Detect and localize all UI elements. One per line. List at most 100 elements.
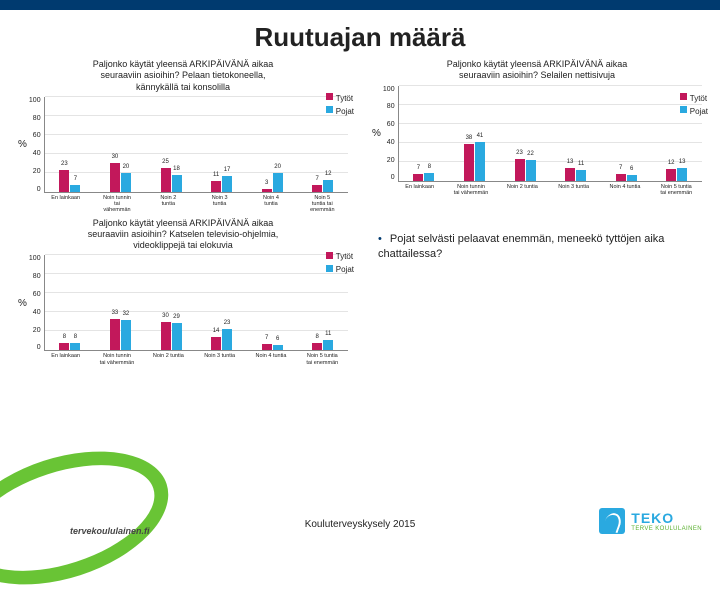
bar-tytot: 3 [262,189,272,192]
x-tick-label: Noin 4 tuntia [245,351,296,366]
y-axis-ticks: 100806040200 [29,97,44,193]
bar-value: 8 [63,334,66,340]
bar-value: 8 [316,334,319,340]
bar-value: 33 [112,310,119,316]
bar-value: 25 [162,159,169,165]
plot-area: 8833323029142376811 [44,255,348,351]
bar-tytot: 14 [211,337,221,350]
x-tick-label: Noin 2 tuntia [143,193,194,214]
bar-tytot: 30 [110,163,120,192]
x-tick-label: Noin 3 tuntia [194,351,245,366]
bar-value: 7 [74,176,77,182]
bar-pojat: 7 [70,185,80,192]
bar-value: 18 [173,166,180,172]
x-tick-label: Noin tunnin tai vähemmän [91,351,142,366]
bar-pojat: 32 [121,320,131,350]
x-tick-label: Noin 5 tuntia tai enemmän [297,351,348,366]
bar-tytot: 33 [110,319,120,350]
bar-tytot: 23 [59,170,69,192]
bar-group: 3841 [449,86,500,181]
y-axis-label: % [18,255,29,351]
legend-swatch [326,265,333,272]
bar-pojat: 41 [475,142,485,181]
legend-swatch [680,106,687,113]
bar-pojat: 12 [323,180,333,191]
chart-gaming: Paljonko käytät yleensä ARKIPÄIVÄNÄ aika… [18,59,348,214]
legend-swatch [326,93,333,100]
bar-tytot: 12 [666,169,676,180]
bar-value: 7 [619,165,622,171]
bar-group: 2322 [500,86,551,181]
x-tick-label: En lainkaan [40,351,91,366]
bar-value: 6 [276,336,279,342]
legend: TytötPojat [680,93,708,119]
page-title: Ruutuajan määrä [0,22,720,53]
bar-value: 6 [630,166,633,172]
x-tick-label: Noin 3 tuntia [548,182,599,197]
x-tick-label: Noin 3 tuntia [194,193,245,214]
bar-value: 22 [527,151,534,157]
brand-right: TEKO TERVE KOULULAINEN [599,508,702,534]
bar-tytot: 8 [59,343,69,351]
bar-pojat: 8 [70,343,80,351]
x-tick-label: Noin 5 tuntia tai enemmän [651,182,702,197]
plot-area: 237302025181117320712 [44,97,348,193]
bar-pojat: 29 [172,323,182,351]
legend-label: Pojat [336,265,354,274]
bar-pojat: 13 [677,168,687,180]
bar-group: 237 [45,97,96,192]
chart-subtitle: Paljonko käytät yleensä ARKIPÄIVÄNÄ aika… [372,59,702,86]
bar-pojat: 8 [424,173,434,181]
bar-tytot: 7 [312,185,322,192]
y-axis-ticks: 100806040200 [29,255,44,351]
bar-value: 7 [265,335,268,341]
legend-swatch [326,106,333,113]
bar-value: 12 [325,171,332,177]
bar-group: 14 23 [196,255,247,350]
bar-group: 3332 [95,255,146,350]
bar-group: 88 [45,255,96,350]
bar-group: 3029 [146,255,197,350]
bar-group: 76 [247,255,298,350]
bar-value: 23 [61,161,68,167]
legend-swatch [326,252,333,259]
x-tick-label: Noin tunnin tai vähemmän [91,193,142,214]
bar-value: 41 [477,133,484,139]
legend-label: Tytöt [336,252,353,261]
bar-pojat: 11 [323,340,333,350]
bar-value: 11 [325,331,331,337]
bar-group: 2518 [146,97,197,192]
legend-swatch [680,93,687,100]
bar-pojat: 20 [273,173,283,192]
bar-pojat: 6 [627,175,637,181]
bullet-insight: •Pojat selvästi pelaavat enemmän, meneek… [372,218,702,263]
y-axis-ticks: 100806040200 [383,86,398,182]
bar-value: 23 [224,320,231,326]
x-tick-label: En lainkaan [394,182,445,197]
bar-group: 3020 [95,97,146,192]
bar-tytot: 7 [616,174,626,181]
bar-value: 14 [213,328,220,334]
bar-pojat: 18 [172,175,182,192]
bar-pojat: 20 [121,173,131,192]
bar-tytot: 8 [312,343,322,351]
bar-tytot: 13 [565,168,575,180]
bar-group: 1117 [196,97,247,192]
bar-group: 1311 [550,86,601,181]
bar-value: 13 [567,159,574,165]
x-tick-label: Noin 4 tuntia [245,193,296,214]
bar-tytot: 11 [211,181,221,191]
bar-tytot: 25 [161,168,171,192]
bar-pojat: 11 [576,170,586,180]
chart-tv: Paljonko käytät yleensä ARKIPÄIVÄNÄ aika… [18,218,348,366]
legend: Tytöt Pojat [326,252,354,278]
brand-left: tervekoululainen.fi [70,526,150,536]
bar-group: 76 [601,86,652,181]
chart-browsing: Paljonko käytät yleensä ARKIPÄIVÄNÄ aika… [372,59,702,214]
runner-icon [599,508,625,534]
bar-pojat: 22 [526,160,536,181]
bar-value: 8 [428,164,431,170]
x-tick-label: En lainkaan [40,193,91,214]
bar-value: 8 [74,334,77,340]
footer: tervekoululainen.fi Kouluterveyskysely 2… [0,484,720,540]
